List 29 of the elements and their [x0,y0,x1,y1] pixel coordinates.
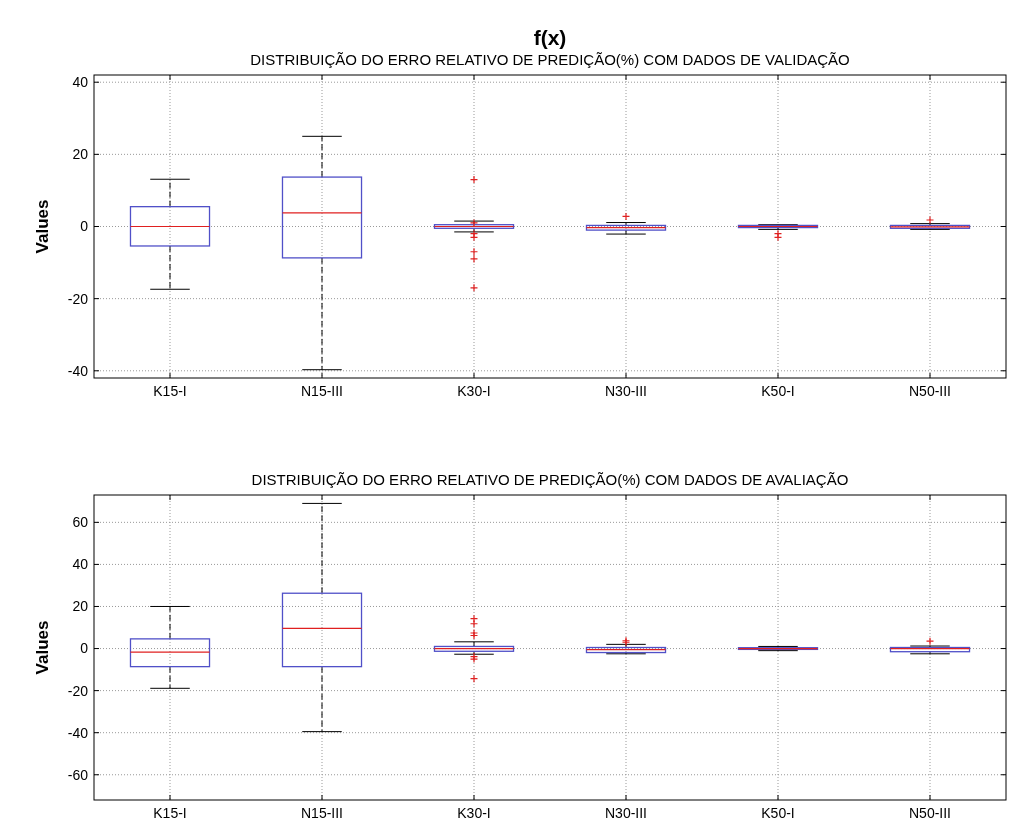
y-tick-label: 20 [72,146,89,163]
y-tick-label: -60 [67,766,89,783]
chart-title: f(x) [533,26,567,49]
x-tick-label: N50-III [908,383,952,399]
y-axis-title: Values [33,199,52,254]
y-tick-label: 40 [72,74,89,91]
chart-title: DISTRIBUIÇÃO DO ERRO RELATIVO DE PREDIÇÃO(%) COM DADOS DE AVALIAÇÃO [251,471,849,488]
x-tick-label: N30-III [604,383,648,399]
x-tick-label: N15-III [300,805,344,821]
y-tick-label: 0 [80,640,89,657]
x-tick-label: K30-I [457,383,491,399]
x-tick-label: K30-I [457,805,491,821]
x-tick-label: N50-III [908,805,952,821]
x-tick-label: K15-I [153,383,187,399]
x-tick-label: K50-I [761,383,795,399]
y-tick-label: -40 [67,362,89,379]
y-tick-label: 0 [80,218,89,235]
x-tick-label: N15-III [300,383,344,399]
y-tick-label: 40 [72,556,89,573]
y-tick-label: 20 [72,598,89,615]
chart-subtitle: DISTRIBUIÇÃO DO ERRO RELATIVO DE PREDIÇÃO(%) COM DADOS DE VALIDAÇÃO [250,51,850,68]
x-tick-label: K15-I [153,805,187,821]
y-tick-label: 60 [72,514,89,531]
y-axis-title: Values [33,620,52,675]
y-tick-label: -20 [67,290,89,307]
y-tick-label: -20 [67,682,89,699]
x-tick-label: N30-III [604,805,648,821]
x-tick-label: K50-I [761,805,795,821]
y-tick-label: -40 [67,724,89,741]
